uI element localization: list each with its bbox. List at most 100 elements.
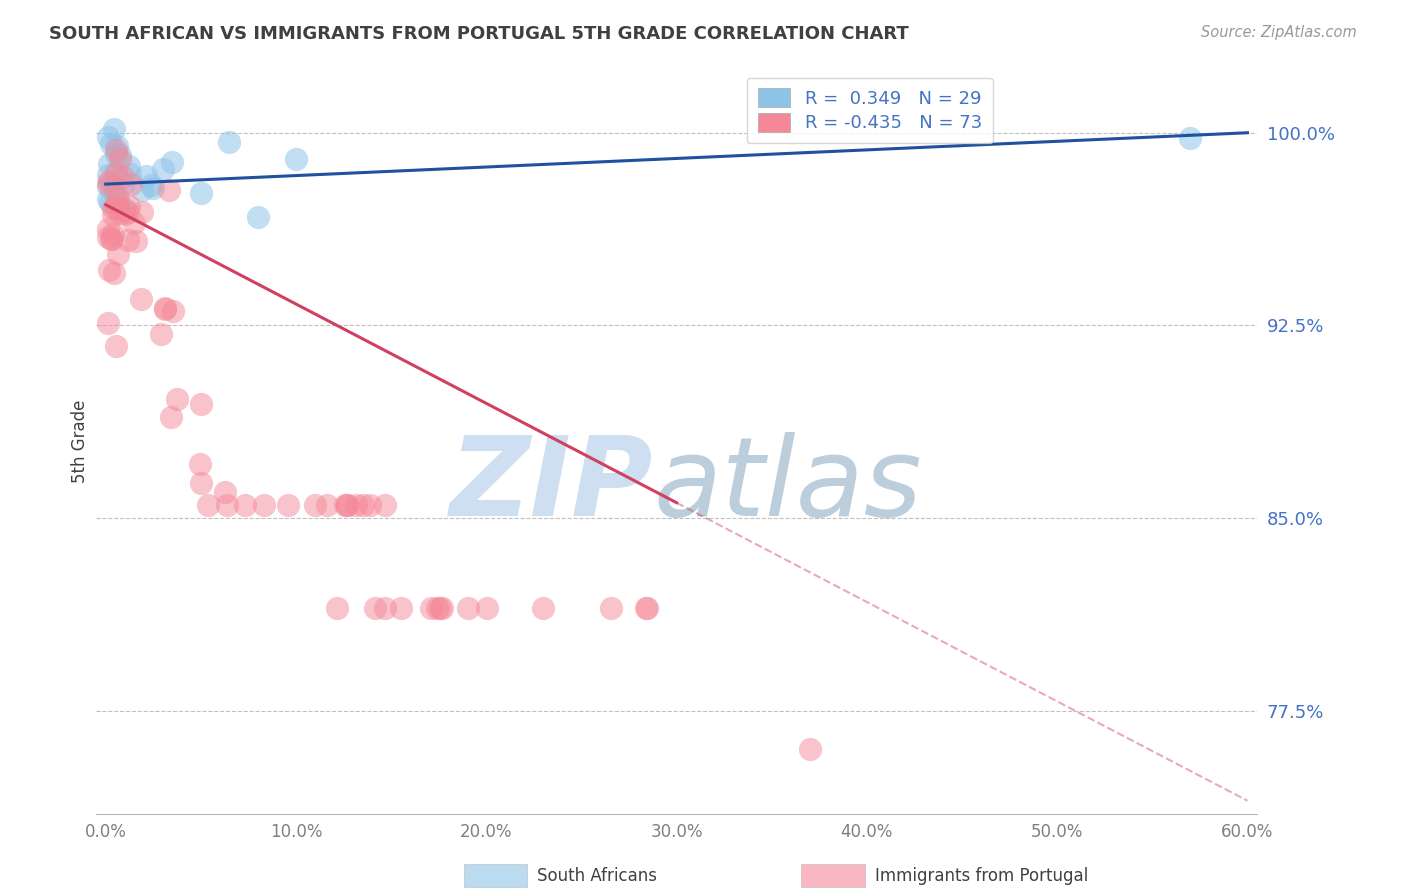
Point <box>336 498 359 512</box>
Text: Source: ZipAtlas.com: Source: ZipAtlas.com <box>1201 25 1357 40</box>
Point <box>97 129 120 144</box>
Point <box>153 301 176 315</box>
Point <box>166 392 188 406</box>
Point <box>97 168 120 182</box>
Point <box>141 178 163 192</box>
Point <box>125 234 148 248</box>
Point <box>131 204 153 219</box>
Point <box>105 193 128 207</box>
Point <box>162 154 184 169</box>
Point <box>152 161 174 176</box>
Point <box>107 190 129 204</box>
Point <box>104 187 127 202</box>
Point <box>122 216 145 230</box>
Point <box>533 601 555 615</box>
Point <box>98 157 121 171</box>
Point <box>190 397 212 411</box>
Point <box>325 601 347 615</box>
Point <box>160 409 183 424</box>
Point <box>121 178 143 192</box>
Point <box>101 227 124 241</box>
Point <box>153 302 176 317</box>
Text: Immigrants from Portugal: Immigrants from Portugal <box>875 867 1088 885</box>
Point <box>97 222 120 236</box>
Point <box>114 202 136 216</box>
Point <box>104 166 127 180</box>
Point <box>634 601 657 615</box>
Point <box>105 165 128 179</box>
Text: South Africans: South Africans <box>537 867 657 885</box>
Point <box>111 169 134 184</box>
Point <box>107 199 129 213</box>
Point <box>214 484 236 499</box>
Point <box>1180 131 1202 145</box>
Point <box>107 246 129 260</box>
Point <box>97 177 120 191</box>
Point <box>118 199 141 213</box>
Point <box>359 498 381 512</box>
Point <box>105 147 128 161</box>
Point <box>285 153 308 167</box>
Point <box>419 601 441 615</box>
Point <box>97 317 120 331</box>
Text: SOUTH AFRICAN VS IMMIGRANTS FROM PORTUGAL 5TH GRADE CORRELATION CHART: SOUTH AFRICAN VS IMMIGRANTS FROM PORTUGA… <box>49 25 908 43</box>
Point <box>98 262 121 277</box>
Point <box>246 210 269 224</box>
Point <box>344 498 367 512</box>
Point <box>117 205 139 219</box>
Point <box>235 498 257 512</box>
Point <box>475 601 498 615</box>
Text: ZIP: ZIP <box>450 433 654 540</box>
Point <box>105 144 128 158</box>
Point <box>108 206 131 220</box>
Point <box>363 601 385 615</box>
Point <box>336 498 359 512</box>
Point <box>114 207 136 221</box>
Point <box>142 181 165 195</box>
Point <box>97 192 120 206</box>
Point <box>101 201 124 215</box>
Point <box>108 148 131 162</box>
Point <box>103 266 125 280</box>
Point <box>636 601 658 615</box>
Point <box>107 138 129 153</box>
Point <box>333 498 356 512</box>
Point <box>190 476 212 491</box>
Point <box>430 601 453 615</box>
Point <box>352 498 374 512</box>
Point <box>217 498 239 512</box>
Point <box>105 339 128 353</box>
Point <box>218 136 240 150</box>
Point <box>159 183 181 197</box>
Point <box>197 498 219 512</box>
Point <box>277 498 299 512</box>
Point <box>600 601 623 615</box>
Point <box>118 159 141 173</box>
Point <box>97 174 120 188</box>
Point <box>100 232 122 246</box>
Point <box>120 167 142 181</box>
Point <box>190 186 212 200</box>
Point <box>101 208 124 222</box>
Point <box>426 601 449 615</box>
Point <box>100 194 122 209</box>
Point <box>190 457 212 471</box>
Point <box>131 183 153 197</box>
Point <box>100 136 122 151</box>
Point <box>799 742 821 756</box>
Point <box>101 178 124 192</box>
Point <box>117 233 139 247</box>
Legend: R =  0.349   N = 29, R = -0.435   N = 73: R = 0.349 N = 29, R = -0.435 N = 73 <box>747 78 993 144</box>
Point <box>97 230 120 244</box>
Point <box>304 498 326 512</box>
Point <box>316 498 339 512</box>
Point <box>108 152 131 166</box>
Point <box>103 122 125 136</box>
Point <box>97 179 120 194</box>
Point <box>135 169 157 183</box>
Point <box>374 601 396 615</box>
Point <box>429 601 451 615</box>
Point <box>389 601 412 615</box>
Point <box>149 326 172 341</box>
Point <box>101 232 124 246</box>
